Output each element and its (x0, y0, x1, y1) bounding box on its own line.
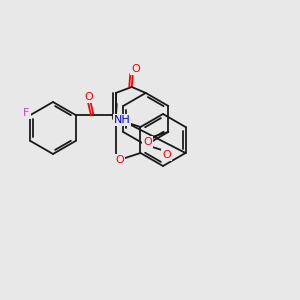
Text: O: O (84, 92, 93, 102)
Text: O: O (131, 64, 140, 74)
Text: NH: NH (113, 115, 130, 125)
Text: F: F (23, 108, 30, 118)
Text: O: O (143, 137, 152, 147)
Text: O: O (162, 150, 171, 160)
Text: O: O (116, 155, 124, 165)
